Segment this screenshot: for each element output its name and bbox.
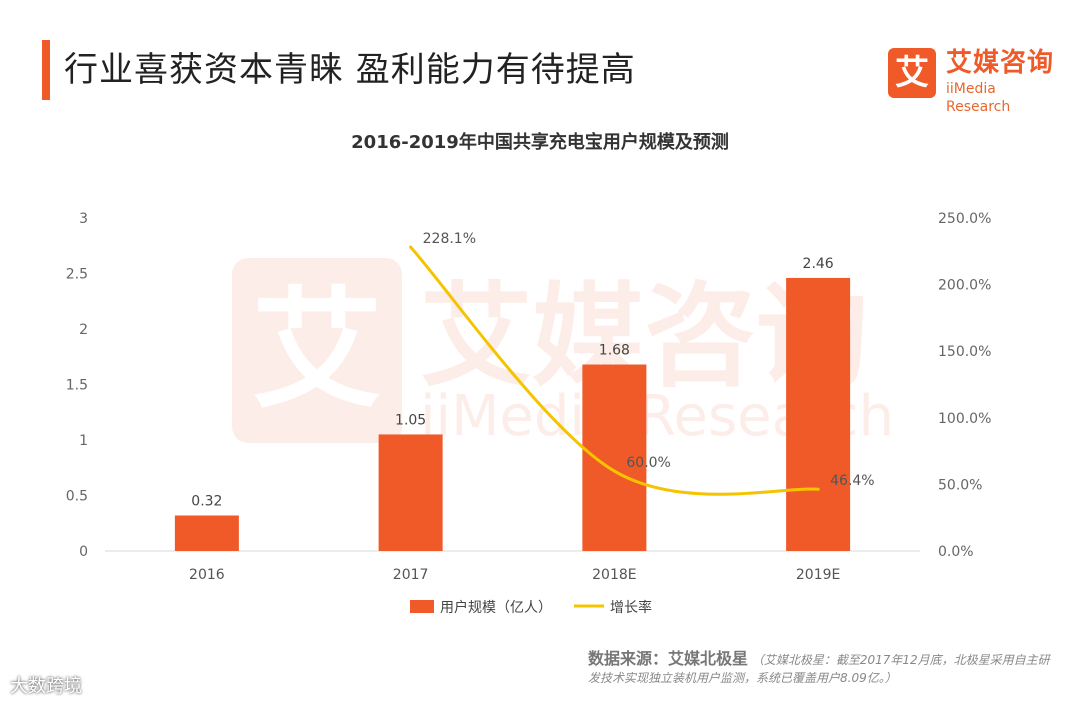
y-left-tick-label: 2 — [79, 322, 88, 338]
bar-data-label: 1.68 — [599, 343, 630, 359]
brand-logo: 艾 艾媒咨询 iiMedia Research — [888, 48, 1063, 115]
y-right-tick-label: 250.0% — [938, 211, 991, 227]
growth-rate-line — [409, 245, 820, 496]
legend-swatch-bar — [410, 600, 434, 613]
growth-rate-point — [816, 487, 820, 491]
y-left-tick-label: 0.5 — [66, 489, 88, 505]
logo-english-name: iiMedia Research — [946, 81, 1011, 115]
chart-title: 2016-2019年中国共享充电宝用户规模及预测 — [351, 132, 729, 153]
x-tick-label: 2018E — [592, 567, 636, 583]
growth-rate-point — [612, 469, 616, 473]
x-tick-label: 2017 — [393, 567, 429, 583]
y-right-tick-label: 0.0% — [938, 544, 974, 560]
x-tick-label: 2016 — [189, 567, 225, 583]
line-data-label: 60.0% — [626, 455, 670, 471]
source-label: 数据来源：艾媒北极星 — [588, 649, 749, 668]
legend-label-bar: 用户规模（亿人） — [440, 599, 552, 616]
bar — [786, 277, 851, 551]
line-data-label: 228.1% — [423, 231, 476, 247]
bar — [174, 515, 239, 551]
watermark-logo-glyph: 艾 — [252, 274, 382, 426]
title-accent-bar — [42, 40, 50, 100]
line-data-label: 46.4% — [830, 473, 874, 489]
source-note: （艾媒北极星：截至2017年12月底，北极星采用自主研发技术实现独立装机用户监测… — [588, 653, 1050, 685]
logo-icon: 艾 — [888, 48, 936, 98]
x-tick-label: 2019E — [796, 567, 840, 583]
bar-data-label: 2.46 — [803, 256, 834, 272]
y-right-tick-label: 50.0% — [938, 477, 982, 493]
y-left-tick-label: 2.5 — [66, 267, 88, 283]
y-right-tick-label: 100.0% — [938, 411, 991, 427]
growth-rate-point — [409, 245, 413, 249]
y-left-tick-label: 3 — [79, 211, 88, 227]
logo-chinese-name: 艾媒咨询 — [946, 48, 1055, 78]
account-watermark: 大数跨境 — [10, 676, 82, 697]
y-left-tick-label: 1 — [79, 433, 88, 449]
watermark-logo-box — [232, 258, 402, 443]
y-left-tick-label: 1.5 — [66, 378, 88, 394]
legend: 用户规模（亿人） 增长率 — [410, 599, 652, 616]
y-right-tick-label: 150.0% — [938, 344, 991, 360]
page-title: 行业喜获资本青睐 盈利能力有待提高 — [64, 50, 636, 90]
bar-data-label: 0.32 — [191, 493, 222, 509]
legend-label-line: 增长率 — [610, 599, 652, 616]
data-source: 数据来源：艾媒北极星 （艾媒北极星：截至2017年12月底，北极星采用自主研发技… — [588, 650, 1058, 687]
bar-data-label: 1.05 — [395, 412, 426, 428]
bar — [378, 434, 443, 551]
y-left-tick-label: 0 — [79, 544, 88, 560]
y-right-tick-label: 200.0% — [938, 278, 991, 294]
